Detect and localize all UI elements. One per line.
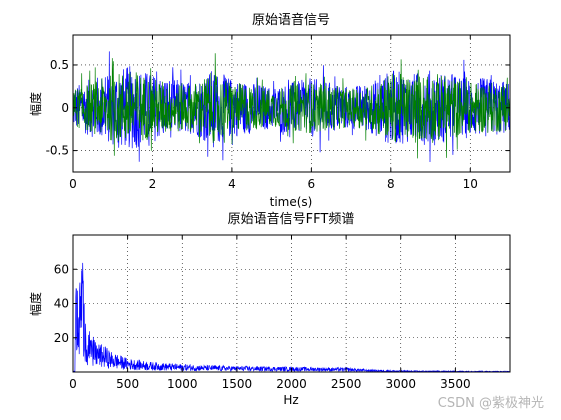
- y-tick-label-top: -0.5: [46, 144, 69, 158]
- subplot-time-signal: 0 2 4 6 8 10 -0.5 0 0.5 原始语音信号 time(s) 幅度: [28, 12, 511, 209]
- series-top: [73, 51, 510, 163]
- ticks-bottom: 0 500 1000 1500 2000 2500 3000 3500 20 40 60: [54, 235, 510, 391]
- x-tick-label-bottom: 2000: [276, 377, 307, 391]
- x-tick-label-bottom: 1000: [167, 377, 198, 391]
- y-axis-label-bottom: 幅度: [28, 292, 43, 316]
- y-tick-label-top: 0: [61, 101, 69, 115]
- x-tick-label-top: 4: [228, 177, 236, 191]
- y-axis-label-top: 幅度: [28, 92, 43, 116]
- series-line-0: [73, 51, 510, 163]
- axes-frame-top: [72, 34, 511, 173]
- x-tick-label-bottom: 3000: [385, 377, 416, 391]
- x-tick-label-bottom: 500: [116, 377, 139, 391]
- y-tick-label-bottom: 40: [54, 297, 69, 311]
- x-axis-label-bottom: Hz: [283, 393, 298, 407]
- chart-title-top: 原始语音信号: [252, 12, 330, 28]
- y-tick-label-top: 0.5: [50, 58, 69, 72]
- subplot-fft-spectrum: 0 500 1000 1500 2000 2500 3000 3500 20 40 60 原始语音信…: [28, 211, 511, 407]
- grid-bottom: [73, 235, 510, 372]
- series-line-1: [73, 53, 510, 159]
- y-tick-label-bottom: 20: [54, 331, 69, 345]
- x-tick-label-bottom: 0: [69, 377, 77, 391]
- x-tick-label-top: 2: [149, 177, 157, 191]
- x-tick-label-bottom: 2500: [331, 377, 362, 391]
- y-tick-label-bottom: 60: [54, 262, 69, 276]
- ticks-top: 0 2 4 6 8 10 -0.5 0 0.5: [46, 35, 510, 191]
- x-tick-label-top: 6: [308, 177, 316, 191]
- x-tick-label-bottom: 3500: [440, 377, 471, 391]
- x-tick-label-bottom: 1500: [222, 377, 253, 391]
- x-axis-label-top: time(s): [270, 195, 313, 209]
- x-tick-label-top: 8: [387, 177, 395, 191]
- x-tick-label-top: 10: [463, 177, 478, 191]
- watermark: CSDN @紫极神光: [438, 396, 544, 411]
- chart-title-bottom: 原始语音信号FFT频谱: [228, 211, 355, 227]
- x-tick-label-top: 0: [69, 177, 77, 191]
